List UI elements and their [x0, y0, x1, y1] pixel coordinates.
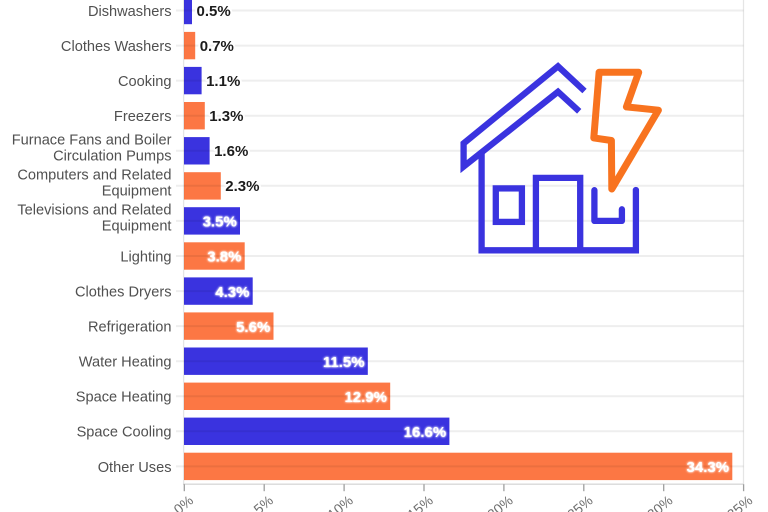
svg-text:Space Cooling: Space Cooling [77, 425, 172, 441]
svg-text:Furnace Fans and Boiler: Furnace Fans and Boiler [12, 133, 172, 149]
svg-text:11.5%: 11.5% [323, 354, 365, 371]
svg-text:Dishwashers: Dishwashers [88, 4, 172, 20]
svg-text:4.3%: 4.3% [215, 284, 249, 301]
svg-text:12.9%: 12.9% [344, 389, 387, 406]
svg-text:Computers and Related: Computers and Related [17, 168, 171, 184]
svg-text:Water Heating: Water Heating [79, 355, 172, 371]
svg-text:2.3%: 2.3% [225, 178, 259, 195]
svg-text:34.3%: 34.3% [687, 459, 730, 476]
svg-text:0.5%: 0.5% [197, 3, 231, 20]
svg-text:Lighting: Lighting [120, 249, 171, 265]
svg-text:Clothes Dryers: Clothes Dryers [75, 285, 172, 301]
svg-text:1.6%: 1.6% [214, 143, 248, 160]
svg-text:1.3%: 1.3% [209, 108, 243, 125]
svg-text:Space Heating: Space Heating [76, 390, 172, 406]
svg-text:Refrigeration: Refrigeration [88, 320, 172, 336]
svg-text:5.6%: 5.6% [236, 319, 270, 336]
svg-text:3.8%: 3.8% [207, 249, 241, 266]
svg-text:16.6%: 16.6% [404, 424, 447, 441]
svg-text:Equipment: Equipment [102, 219, 172, 235]
svg-text:Circulation Pumps: Circulation Pumps [53, 148, 171, 164]
svg-text:Equipment: Equipment [102, 183, 172, 199]
svg-text:Clothes Washers: Clothes Washers [61, 39, 172, 55]
svg-text:Freezers: Freezers [114, 109, 172, 125]
svg-text:3.5%: 3.5% [203, 214, 237, 231]
svg-text:0.7%: 0.7% [200, 38, 234, 55]
svg-text:Televisions and Related: Televisions and Related [17, 203, 171, 219]
svg-text:Cooking: Cooking [118, 74, 172, 90]
svg-text:Other Uses: Other Uses [98, 460, 172, 476]
svg-text:1.1%: 1.1% [206, 73, 240, 90]
